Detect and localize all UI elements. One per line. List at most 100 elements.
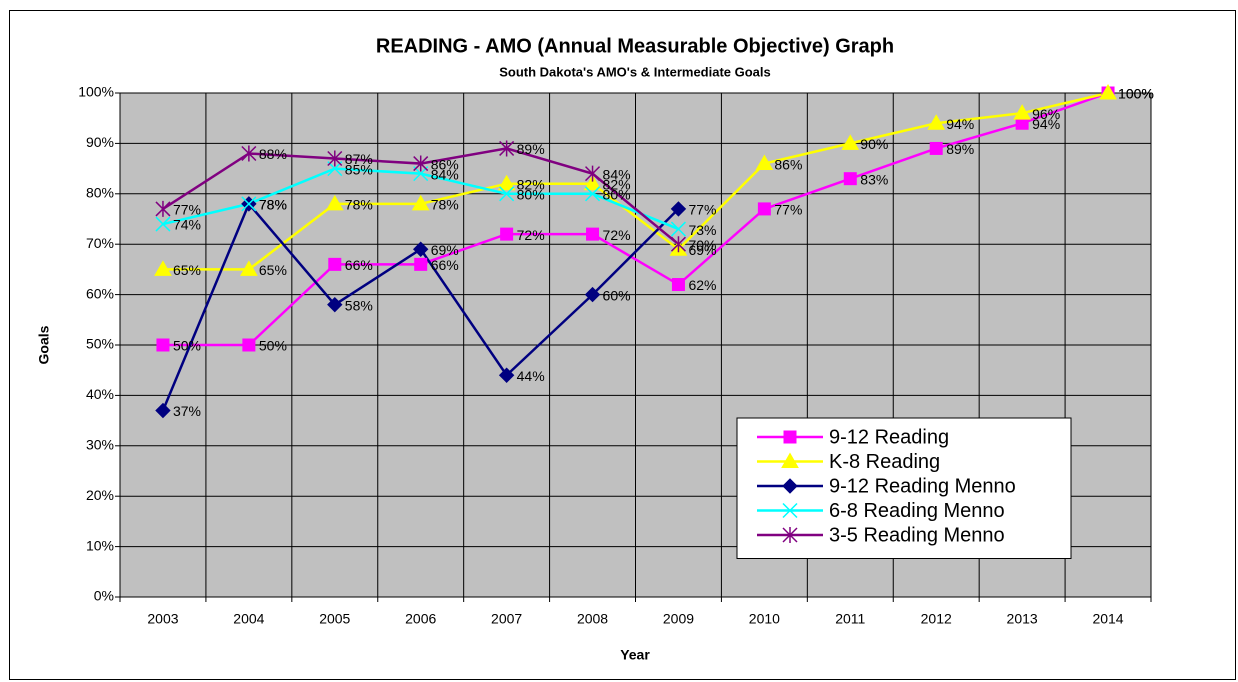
marker — [782, 527, 798, 543]
data-label: 83% — [860, 171, 888, 187]
data-label: 65% — [259, 262, 287, 278]
data-label: 78% — [259, 197, 287, 213]
y-tick-label: 0% — [94, 588, 114, 604]
data-label: 77% — [688, 202, 716, 218]
x-tick-label: 2013 — [1007, 611, 1038, 627]
data-label: 70% — [688, 237, 716, 253]
marker — [155, 216, 171, 232]
marker — [414, 257, 428, 271]
marker — [413, 241, 429, 257]
marker — [929, 141, 943, 155]
marker — [757, 202, 771, 216]
y-tick-label: 30% — [86, 437, 114, 453]
x-tick-label: 2004 — [233, 611, 264, 627]
series-line — [162, 91, 1109, 271]
marker — [413, 155, 429, 172]
data-label: 69% — [688, 242, 716, 258]
marker — [585, 165, 601, 182]
marker — [927, 114, 946, 130]
legend-label: 3-5 Reading Menno — [829, 524, 1005, 546]
chart-subtitle: South Dakota's AMO's & Intermediate Goal… — [499, 64, 771, 79]
marker — [781, 452, 799, 468]
data-label: 78% — [345, 197, 373, 213]
data-label: 94% — [946, 116, 974, 132]
y-axis-label: Goals — [36, 325, 52, 364]
data-label: 50% — [259, 338, 287, 354]
data-label: 89% — [517, 141, 545, 157]
data-label: 80% — [603, 187, 631, 203]
y-tick-label: 50% — [86, 336, 114, 352]
y-tick-label: 80% — [86, 185, 114, 201]
marker — [411, 194, 430, 211]
data-label: 85% — [345, 161, 373, 177]
data-label: 82% — [603, 176, 631, 192]
x-tick-label: 2012 — [921, 611, 952, 627]
data-label: 86% — [774, 156, 802, 172]
y-tick-label: 60% — [86, 285, 114, 301]
marker — [154, 260, 172, 276]
marker — [327, 150, 343, 167]
marker — [1013, 104, 1031, 120]
x-tick-label: 2005 — [319, 611, 350, 627]
legend-label: 9-12 Reading Menno — [829, 475, 1016, 497]
data-label: 87% — [345, 151, 373, 167]
data-label: 62% — [688, 277, 716, 293]
data-label: 80% — [517, 187, 545, 203]
y-tick-label: 100% — [78, 84, 114, 100]
x-tick-label: 2006 — [405, 611, 436, 627]
marker — [156, 338, 170, 352]
marker — [241, 145, 257, 162]
marker — [327, 296, 343, 313]
marker — [755, 154, 774, 171]
x-tick-label: 2010 — [749, 611, 780, 627]
y-tick-label: 70% — [86, 235, 114, 251]
x-tick-label: 2011 — [835, 611, 865, 627]
marker — [783, 430, 797, 444]
data-label: 50% — [173, 338, 201, 354]
data-label: 73% — [688, 222, 716, 238]
data-label: 60% — [603, 287, 631, 303]
x-tick-label: 2008 — [577, 611, 608, 627]
data-label: 86% — [431, 156, 459, 172]
y-tick-label: 10% — [86, 537, 114, 553]
data-label: 89% — [946, 141, 974, 157]
data-label: 74% — [173, 217, 201, 233]
x-tick-label: 2007 — [491, 611, 522, 627]
series-line — [162, 91, 1109, 347]
marker — [328, 257, 342, 271]
x-axis-label: Year — [620, 647, 650, 663]
data-label: 84% — [431, 166, 459, 182]
data-label: 88% — [259, 146, 287, 162]
legend-label: 6-8 Reading Menno — [829, 500, 1005, 522]
marker — [498, 367, 515, 383]
marker — [241, 196, 257, 212]
y-tick-label: 90% — [86, 134, 114, 150]
legend-label: 9-12 Reading — [829, 426, 949, 448]
data-label: 66% — [345, 257, 373, 273]
marker — [586, 227, 600, 241]
marker — [155, 402, 171, 419]
data-label: 84% — [603, 166, 631, 182]
data-label: 100% — [1118, 86, 1154, 102]
marker — [584, 286, 601, 303]
data-label: 72% — [603, 227, 631, 243]
data-label: 78% — [431, 197, 459, 213]
marker — [499, 186, 515, 202]
marker — [782, 502, 798, 519]
data-label: 82% — [517, 176, 545, 192]
data-label: 100% — [1118, 86, 1154, 102]
x-tick-label: 2003 — [147, 611, 178, 627]
marker — [240, 260, 258, 276]
data-label: 77% — [774, 202, 802, 218]
data-label: 58% — [345, 297, 373, 313]
marker — [841, 134, 860, 150]
y-tick-label: 20% — [86, 487, 114, 503]
data-label: 77% — [173, 202, 201, 218]
data-label: 66% — [431, 257, 459, 273]
marker — [671, 278, 685, 292]
data-label: 69% — [431, 242, 459, 258]
marker — [782, 478, 798, 494]
data-label: 96% — [1032, 106, 1060, 122]
